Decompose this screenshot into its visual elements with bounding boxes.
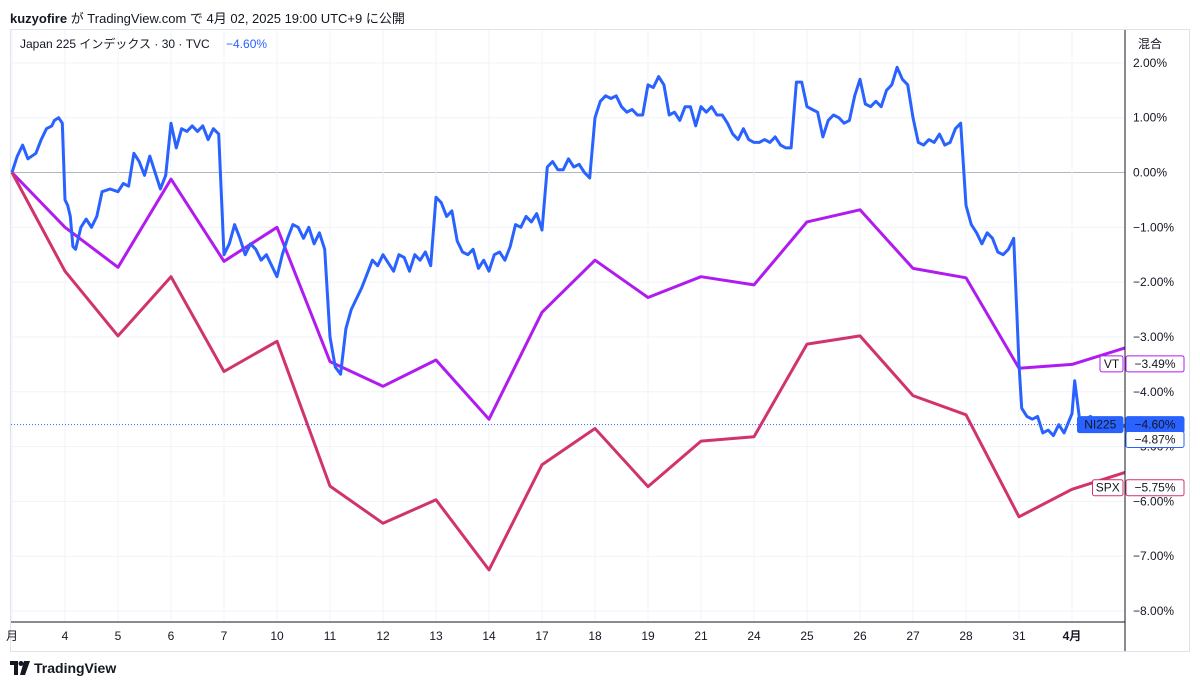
legend-change: −4.60% [226, 37, 267, 51]
y-tick-label: −4.00% [1133, 385, 1174, 399]
x-tick-label: 24 [747, 629, 761, 643]
series-line-ni225 [10, 65, 1127, 438]
x-tick-label: 月 [6, 629, 18, 643]
value-label-ni225: NI225 −4.60% [1077, 416, 1185, 434]
scale-mode-button[interactable]: 混合 [1138, 36, 1162, 51]
y-tick-label: −7.00% [1133, 549, 1174, 563]
y-tick-label: 0.00% [1133, 166, 1167, 180]
series-name-tag: SPX [1096, 481, 1120, 495]
y-tick-label: 2.00% [1133, 56, 1167, 70]
tradingview-logo[interactable]: TradingView [10, 660, 116, 676]
value-label-spx: SPX −5.75% [1092, 479, 1185, 497]
series-name-tag: NI225 [1084, 418, 1116, 432]
series-value: −3.49% [1134, 357, 1175, 371]
x-tick-label: 31 [1012, 629, 1026, 643]
y-tick-label: −3.00% [1133, 330, 1174, 344]
series-value: −4.87% [1134, 432, 1175, 446]
series-line-spx [10, 171, 1126, 572]
x-tick-label: 10 [270, 629, 284, 643]
x-tick-label: 26 [853, 629, 867, 643]
x-tick-label: 19 [641, 629, 655, 643]
x-tick-label: 4 [62, 629, 69, 643]
x-tick-label: 21 [694, 629, 708, 643]
x-tick-label: 18 [588, 629, 602, 643]
y-tick-label: 1.00% [1133, 111, 1167, 125]
y-tick-label: −6.00% [1133, 494, 1174, 508]
series-line-vt [10, 171, 1126, 421]
x-tick-label: 13 [429, 629, 443, 643]
publish-text: が TradingView.com で 4月 02, 2025 19:00 UT… [67, 11, 405, 26]
series-value: −5.75% [1134, 481, 1175, 495]
x-tick-label: 12 [376, 629, 390, 643]
y-tick-label: −2.00% [1133, 275, 1174, 289]
x-tick-label: 5 [115, 629, 122, 643]
author-name[interactable]: kuzyofire [10, 11, 68, 26]
grid [11, 30, 1125, 622]
series-lines [10, 65, 1127, 572]
x-tick-label: 17 [535, 629, 549, 643]
chart-frame [10, 29, 1190, 652]
series-value: −4.60% [1134, 418, 1175, 432]
last-value-labels: VT −3.49% NI225 −4.60%−4.87% SPX −5.75% [1077, 355, 1185, 497]
x-tick-label: 14 [482, 629, 496, 643]
x-tick-label: 28 [959, 629, 973, 643]
brand-name: TradingView [34, 660, 117, 676]
x-tick-label: 25 [800, 629, 814, 643]
x-tick-label: 6 [168, 629, 175, 643]
x-tick-label: 27 [906, 629, 920, 643]
publish-info: kuzyofire が TradingView.com で 4月 02, 202… [10, 8, 405, 27]
price-axis: 2.00% 1.00% 0.00% −1.00% −2.00% −3.00% −4.00% −… [11, 30, 1174, 651]
x-tick-label: 4月 [1063, 629, 1082, 643]
legend-symbol[interactable]: Japan 225 インデックス · 30 · TVC [20, 36, 210, 51]
time-axis: 月 4 5 6 7 10 11 12 13 14 17 18 19 21 24 25 26 27 28 31 4月 [6, 629, 1081, 643]
value-label-vt: VT −3.49% [1099, 355, 1185, 373]
x-tick-label: 11 [324, 629, 337, 643]
series-name-tag: VT [1104, 357, 1120, 371]
x-tick-label: 7 [221, 629, 228, 643]
y-tick-label: −8.00% [1133, 604, 1174, 618]
value-label-ni225-prev: −4.87% [1125, 430, 1185, 448]
tradingview-icon [10, 661, 30, 675]
y-tick-label: −1.00% [1133, 220, 1174, 234]
